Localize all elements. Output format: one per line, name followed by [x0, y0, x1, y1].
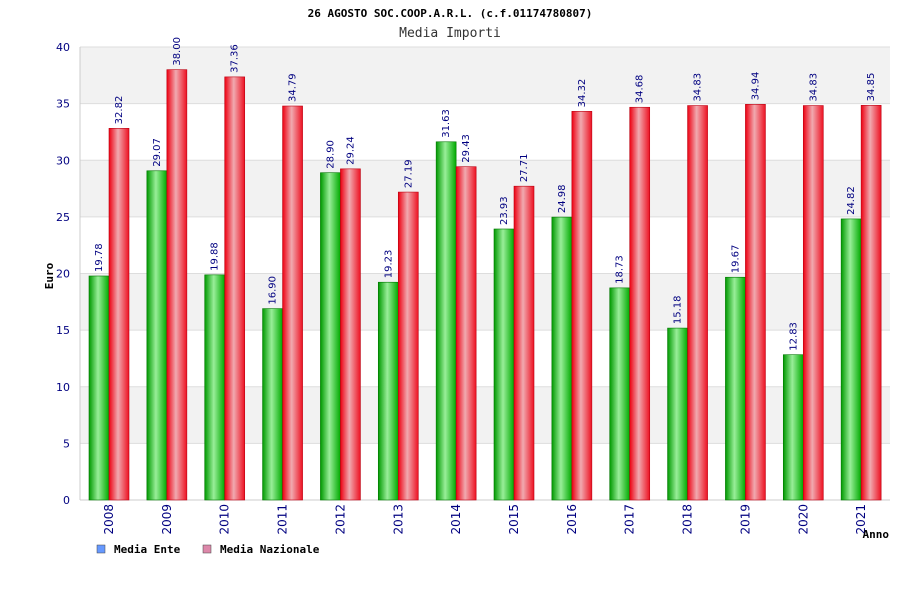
bar-media-nazionale: [629, 106, 651, 501]
x-tick-label: 2016: [565, 504, 579, 535]
x-tick-label: 2009: [160, 504, 174, 535]
value-label-media-ente: 19.23: [383, 250, 394, 279]
value-label-media-nazionale: 37.36: [230, 44, 241, 73]
x-tick-label: 2021: [854, 504, 868, 535]
value-label-media-ente: 19.67: [730, 245, 741, 274]
x-tick-label: 2015: [507, 504, 521, 535]
value-label-media-nazionale: 32.82: [114, 96, 125, 125]
value-label-media-nazionale: 34.32: [577, 79, 588, 108]
legend: Media Ente Media Nazionale: [96, 543, 320, 556]
bar-media-nazionale: [513, 185, 535, 501]
value-label-media-nazionale: 29.24: [345, 136, 356, 165]
value-label-media-ente: 31.63: [441, 109, 452, 138]
y-tick-label: 15: [56, 324, 70, 337]
value-label-media-ente: 18.73: [615, 255, 626, 284]
y-tick-label: 0: [63, 494, 70, 507]
value-label-media-nazionale: 27.19: [403, 159, 414, 188]
legend-swatch-media-ente: [96, 544, 106, 554]
y-tick-label: 30: [56, 154, 70, 167]
value-label-media-nazionale: 34.94: [750, 72, 761, 101]
value-label-media-ente: 29.07: [152, 138, 163, 167]
y-tick-label: 35: [56, 98, 70, 111]
bar-media-ente: [840, 218, 862, 501]
value-label-media-nazionale: 34.68: [635, 75, 646, 104]
bar-media-ente: [782, 354, 804, 501]
grid-band: [80, 386, 890, 444]
x-axis-label: Anno: [863, 528, 890, 541]
bar-media-nazionale: [282, 105, 303, 501]
bar-media-nazionale: [397, 191, 419, 501]
x-tick-label: 2012: [333, 504, 347, 535]
bar-media-ente: [146, 170, 168, 501]
value-label-media-ente: 12.83: [788, 322, 799, 351]
bar-media-ente: [435, 141, 457, 501]
bar-media-nazionale: [745, 104, 766, 501]
value-label-media-ente: 24.82: [846, 186, 857, 215]
y-tick-label: 40: [56, 41, 70, 54]
chart-title: 26 AGOSTO SOC.COOP.A.R.L. (c.f.011747808…: [308, 7, 593, 20]
bar-media-ente: [667, 327, 688, 501]
x-tick-label: 2008: [102, 504, 116, 535]
bar-media-nazionale: [166, 69, 188, 501]
legend-label-media-ente: Media Ente: [114, 543, 181, 556]
bar-media-ente: [493, 228, 515, 501]
bar-media-ente: [609, 287, 631, 501]
value-label-media-ente: 19.78: [94, 243, 105, 272]
bar-media-ente: [204, 274, 226, 501]
bar-media-ente: [88, 275, 110, 501]
x-tick-label: 2020: [796, 504, 810, 535]
grid-band: [80, 47, 890, 104]
y-tick-label: 20: [56, 268, 70, 281]
y-axis-label: Euro: [43, 262, 56, 289]
x-tick-label: 2011: [276, 504, 290, 535]
value-label-media-nazionale: 38.00: [172, 37, 183, 66]
x-tick-label: 2018: [681, 504, 695, 535]
chart-subtitle: Media Importi: [399, 26, 501, 41]
bar-media-ente: [377, 281, 399, 501]
value-label-media-ente: 28.90: [325, 140, 336, 169]
value-label-media-ente: 23.93: [499, 196, 510, 225]
value-labels: 19.78 32.82 29.07 38.00 19.88 37.36 16.90 34.79…: [94, 37, 877, 351]
bar-media-ente: [262, 308, 283, 501]
bar-media-nazionale: [802, 105, 824, 501]
x-tick-label: 2017: [623, 504, 637, 535]
value-label-media-ente: 24.98: [557, 184, 568, 213]
legend-swatch-media-nazionale: [202, 544, 212, 554]
value-label-media-ente: 19.88: [210, 242, 221, 271]
bars: [88, 69, 882, 501]
value-label-media-ente: 15.18: [673, 295, 684, 324]
bar-media-nazionale: [687, 105, 708, 501]
bar-media-nazionale: [455, 166, 477, 501]
bar-media-nazionale: [860, 105, 882, 501]
x-tick-label: 2013: [391, 504, 405, 535]
bar-media-ente: [551, 216, 573, 501]
legend-label-media-nazionale: Media Nazionale: [220, 543, 320, 556]
grid-band: [80, 273, 890, 331]
x-tick-label: 2019: [738, 504, 752, 535]
bar-media-ente: [320, 172, 341, 501]
y-axis-ticks: 0 5 10 15 20 25 30 35 40: [56, 41, 70, 507]
bar-media-ente: [725, 276, 746, 501]
value-label-media-nazionale: 34.83: [693, 73, 704, 102]
x-axis-ticks: 2008 2009 2010 2011 2012 2013 2014 2015 2016 2017…: [102, 504, 868, 535]
x-tick-label: 2010: [218, 504, 232, 535]
value-label-media-nazionale: 34.83: [808, 73, 819, 102]
value-label-media-nazionale: 27.71: [519, 154, 530, 183]
y-tick-label: 10: [56, 381, 70, 394]
value-label-media-ente: 16.90: [268, 276, 279, 305]
value-label-media-nazionale: 34.79: [288, 73, 299, 102]
value-label-media-nazionale: 29.43: [461, 134, 472, 163]
x-tick-label: 2014: [449, 504, 463, 535]
value-label-media-nazionale: 34.85: [866, 73, 877, 102]
bar-media-nazionale: [224, 76, 246, 501]
grid-band: [80, 160, 890, 217]
bar-media-nazionale: [108, 128, 130, 501]
bar-media-nazionale: [571, 111, 593, 501]
y-tick-label: 5: [63, 437, 70, 450]
y-tick-label: 25: [56, 211, 70, 224]
bar-media-nazionale: [340, 168, 361, 501]
